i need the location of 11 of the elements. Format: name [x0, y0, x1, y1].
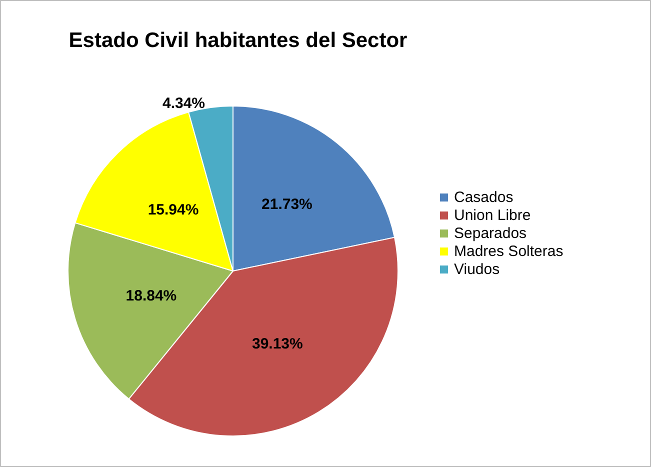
- data-label: 21.73%: [262, 196, 312, 214]
- legend-label: Separados: [454, 225, 527, 242]
- legend-label: Madres Solteras: [454, 243, 564, 260]
- data-label: 4.34%: [162, 95, 206, 112]
- legend-label: Casados: [454, 189, 514, 206]
- data-label: 15.94%: [148, 201, 199, 218]
- legend-label: Union Libre: [454, 207, 531, 224]
- data-label: 39.13%: [252, 336, 303, 353]
- legend-label: Viudos: [454, 261, 500, 278]
- chart-title: Estado Civil habitantes del Sector: [68, 29, 408, 52]
- data-label: 18.84%: [126, 287, 177, 304]
